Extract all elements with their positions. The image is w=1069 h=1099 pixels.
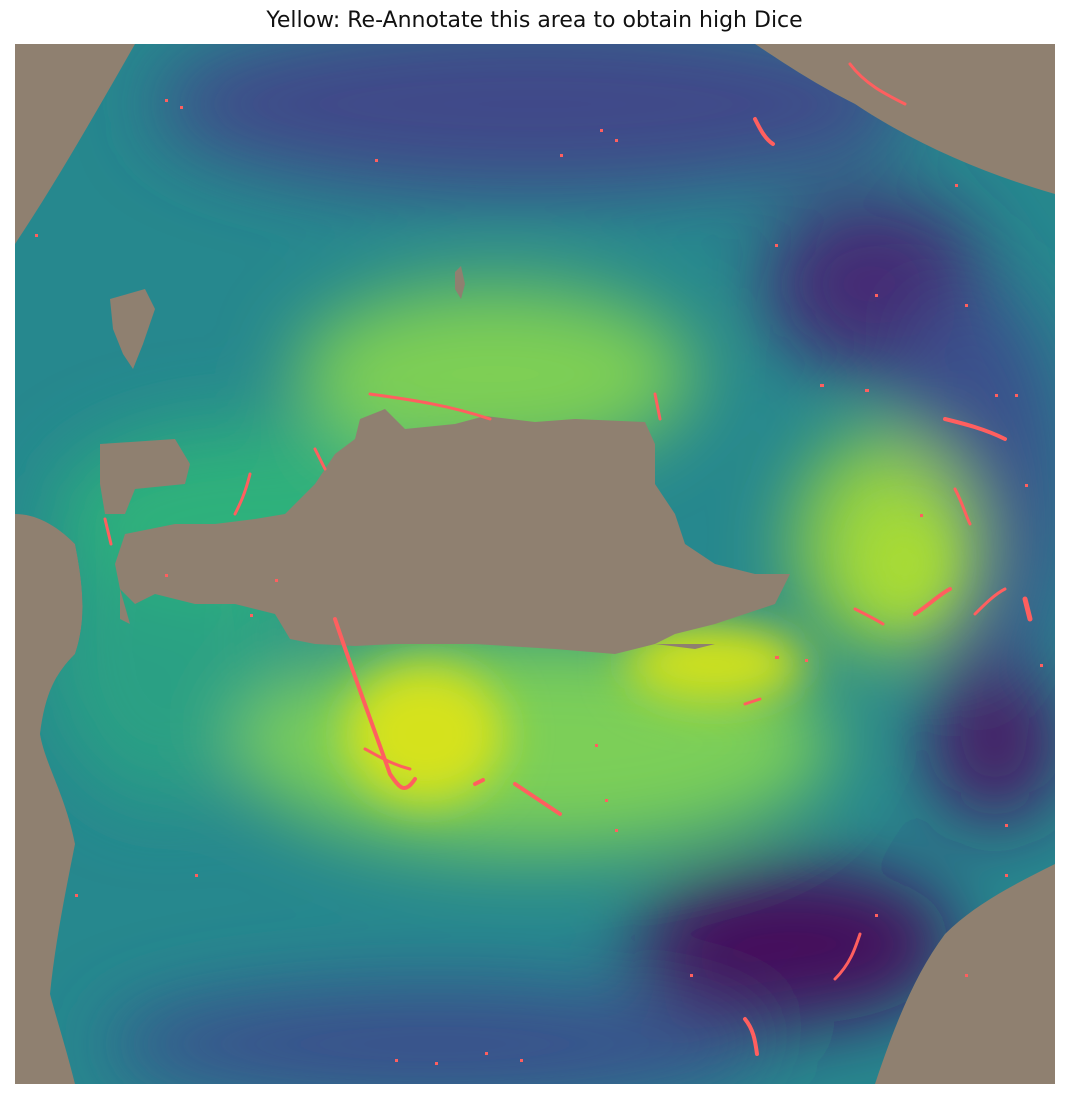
- annotation-traces: [103, 62, 1033, 1056]
- central-mask: [115, 409, 790, 654]
- left-stub-1: [120, 589, 130, 624]
- small-spike-mask: [455, 266, 465, 299]
- left-island-mask: [110, 289, 155, 369]
- heatmap-image: [15, 44, 1055, 1084]
- figure-title: Yellow: Re-Annotate this area to obtain …: [266, 8, 803, 33]
- left-arm-mask: [100, 439, 190, 514]
- annotation-speckles: [35, 99, 1043, 1065]
- masked-regions: [100, 266, 790, 654]
